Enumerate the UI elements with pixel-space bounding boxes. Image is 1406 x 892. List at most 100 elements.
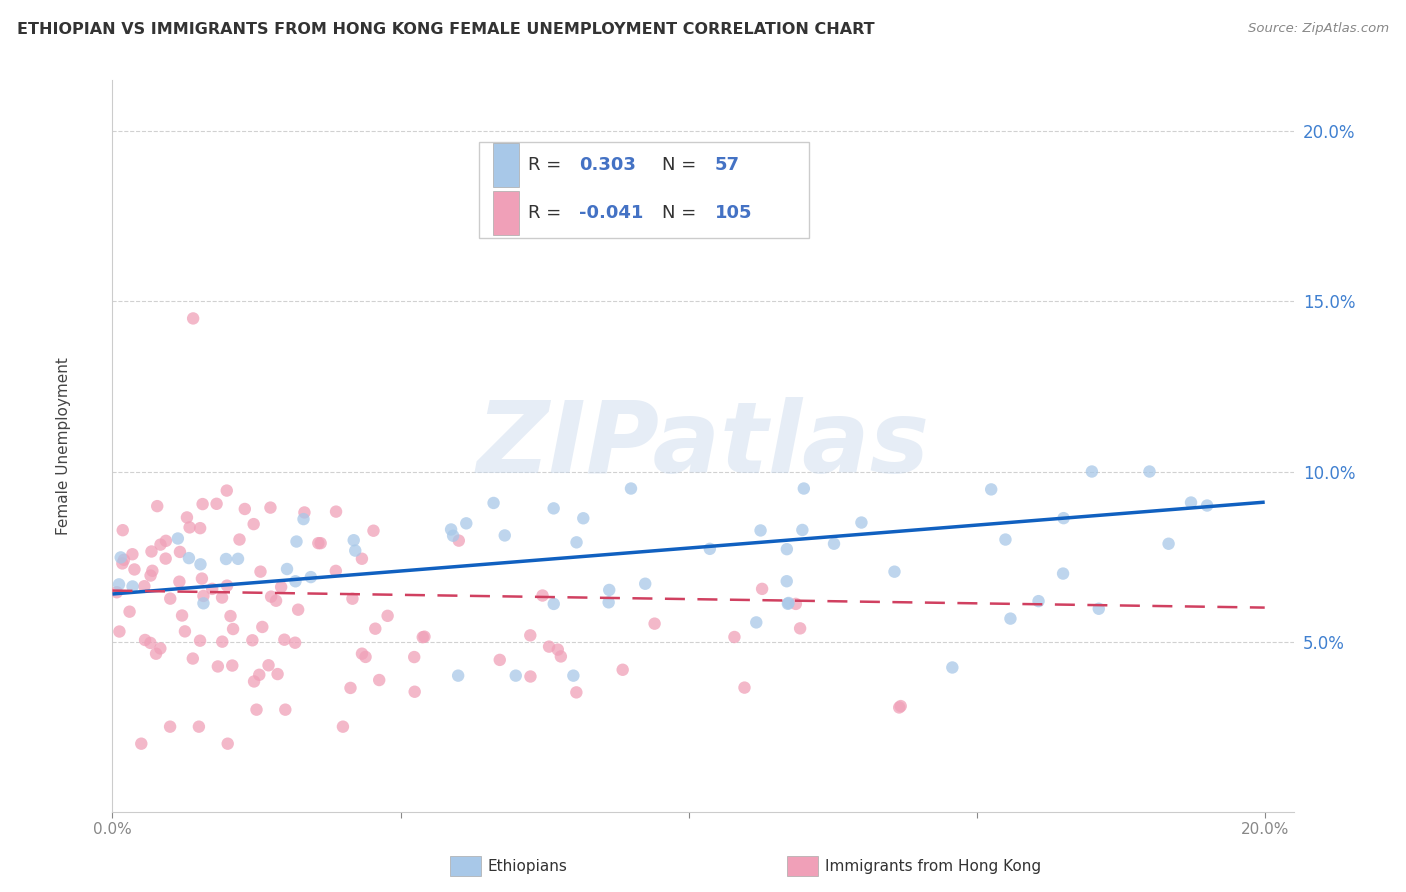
Point <box>531 589 554 603</box>
Point <box>252 620 274 634</box>
Point <box>169 574 191 589</box>
Point <box>325 564 347 578</box>
Text: -0.041: -0.041 <box>579 204 644 222</box>
FancyBboxPatch shape <box>478 143 810 237</box>
Point <box>266 667 288 681</box>
Point <box>247 667 270 681</box>
Point <box>292 512 315 526</box>
Point <box>447 533 470 548</box>
Point <box>242 633 264 648</box>
Point <box>169 545 191 559</box>
Point <box>519 669 541 683</box>
Point <box>155 551 177 566</box>
Point <box>176 510 198 524</box>
Point <box>146 499 169 513</box>
Point <box>889 700 911 714</box>
Point <box>440 523 463 537</box>
Point <box>749 524 772 538</box>
Point <box>205 497 228 511</box>
Point <box>778 596 800 610</box>
Point <box>404 650 426 665</box>
Point <box>111 523 134 537</box>
Point <box>294 506 316 520</box>
Point <box>179 520 201 534</box>
Bar <box>492 191 519 235</box>
Point <box>260 590 283 604</box>
Point <box>287 603 309 617</box>
Point <box>108 624 131 639</box>
Point <box>598 595 620 609</box>
Point <box>404 684 426 698</box>
Point <box>776 542 799 557</box>
Text: Source: ZipAtlas.com: Source: ZipAtlas.com <box>1249 22 1389 36</box>
Point <box>187 720 209 734</box>
Point <box>201 582 224 596</box>
Text: 105: 105 <box>714 204 752 222</box>
Point <box>1000 612 1022 626</box>
Point <box>159 591 181 606</box>
Point <box>572 511 595 525</box>
Point <box>350 647 373 661</box>
Point <box>141 564 163 578</box>
Point <box>1180 495 1202 509</box>
Point <box>543 501 565 516</box>
Point <box>105 585 128 599</box>
Point <box>207 659 229 673</box>
Point <box>598 582 620 597</box>
Text: Ethiopians: Ethiopians <box>488 859 568 873</box>
Point <box>134 632 156 647</box>
Point <box>332 720 354 734</box>
Point <box>215 483 238 498</box>
Point <box>211 634 233 648</box>
Point <box>193 589 215 603</box>
Point <box>145 647 167 661</box>
Point <box>222 622 245 636</box>
Point <box>941 660 963 674</box>
Point <box>519 628 541 642</box>
Point <box>456 516 478 531</box>
Point <box>412 630 434 644</box>
Point <box>228 533 250 547</box>
Point <box>193 596 215 610</box>
Point <box>363 524 385 538</box>
Point <box>141 544 163 558</box>
Text: 0.303: 0.303 <box>579 156 636 175</box>
Point <box>177 551 200 566</box>
Point <box>377 608 399 623</box>
Point <box>111 557 134 571</box>
Point <box>174 624 197 639</box>
Point <box>259 500 281 515</box>
Text: Female Unemployment: Female Unemployment <box>56 357 70 535</box>
Point <box>245 703 267 717</box>
Point <box>751 582 773 596</box>
Point <box>368 673 391 687</box>
Point <box>565 535 588 549</box>
Point <box>1087 601 1109 615</box>
Point <box>284 636 307 650</box>
Point <box>325 505 347 519</box>
Point <box>299 570 322 584</box>
Point <box>139 636 162 650</box>
Text: ETHIOPIAN VS IMMIGRANTS FROM HONG KONG FEMALE UNEMPLOYMENT CORRELATION CHART: ETHIOPIAN VS IMMIGRANTS FROM HONG KONG F… <box>17 22 875 37</box>
Point <box>620 482 643 496</box>
Point <box>112 553 135 567</box>
Text: Immigrants from Hong Kong: Immigrants from Hong Kong <box>825 859 1042 873</box>
Point <box>745 615 768 630</box>
Point <box>699 541 721 556</box>
Point <box>215 579 238 593</box>
Point <box>550 649 572 664</box>
Point <box>354 649 377 664</box>
Point <box>149 641 172 656</box>
Point <box>994 533 1017 547</box>
Point <box>124 562 146 576</box>
Point <box>339 681 361 695</box>
Point <box>482 496 505 510</box>
Point <box>226 551 249 566</box>
Point <box>219 609 242 624</box>
Point <box>159 720 181 734</box>
Point <box>134 579 156 593</box>
Point <box>776 574 799 589</box>
Point <box>441 529 464 543</box>
Point <box>1157 537 1180 551</box>
Text: 57: 57 <box>714 156 740 175</box>
